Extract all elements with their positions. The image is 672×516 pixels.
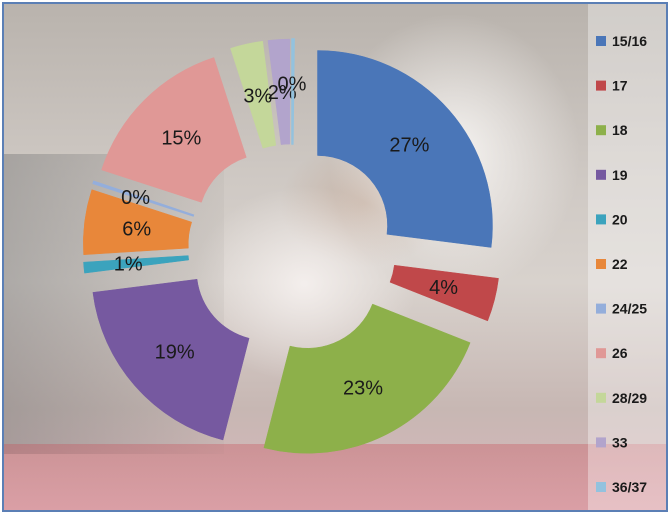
pie-slice-20 [83, 255, 189, 274]
pie-slice-33 [267, 38, 291, 145]
data-label-17: 4% [429, 277, 458, 299]
legend-swatch-26 [596, 348, 606, 359]
pie-slice-36-37 [291, 38, 295, 145]
background-photo-band [4, 444, 666, 510]
legend-swatch-20 [596, 214, 606, 225]
data-label-18: 23% [343, 377, 383, 399]
legend-swatch-24-25 [596, 303, 606, 314]
legend-label-20: 20 [612, 211, 628, 227]
legend-swatch-17 [596, 80, 606, 91]
data-label-15-16: 27% [389, 135, 429, 157]
legend-swatch-18 [596, 125, 606, 136]
legend-label-33: 33 [612, 434, 628, 450]
pie-slice-15-16 [317, 50, 493, 248]
legend-swatch-28-29 [596, 392, 606, 403]
chart-frame: 27% 4% 23% 19% 1% 6% 0% 15% 3% 2% 0% 15/16 17 18 19 20 2… [2, 2, 668, 512]
legend-swatch-36-37 [596, 482, 606, 492]
data-label-28-29: 3% [243, 85, 272, 107]
data-label-24-25: 0% [121, 187, 150, 209]
pie-slice-17 [389, 264, 499, 322]
pie-chart: 27%4%23%19%1%6%0%15%3%2%0%15/16171819202… [83, 33, 647, 495]
data-label-26: 15% [161, 127, 201, 149]
legend-swatch-33 [596, 437, 606, 448]
legend-label-22: 22 [612, 256, 628, 272]
legend-label-28-29: 28/29 [612, 390, 647, 406]
legend-label-36-37: 36/37 [612, 479, 647, 495]
data-label-19: 19% [155, 341, 195, 363]
pie-slice-18 [263, 303, 471, 454]
legend-label-17: 17 [612, 78, 628, 94]
legend-label-26: 26 [612, 345, 628, 361]
pie-slice-28-29 [230, 40, 277, 149]
data-label-36-37: 0% [278, 74, 307, 96]
data-label-33: 2% [268, 82, 297, 104]
legend-swatch-22 [596, 259, 606, 269]
legend-label-19: 19 [612, 167, 628, 183]
pie-slice-22 [83, 189, 193, 255]
pie-slice-24-25 [92, 180, 195, 217]
pie-slice-26 [101, 57, 247, 203]
legend-label-24-25: 24/25 [612, 301, 647, 317]
legend-swatch-15-16 [596, 36, 606, 46]
data-label-22: 6% [122, 218, 151, 240]
data-label-20: 1% [114, 253, 143, 275]
legend-label-15-16: 15/16 [612, 33, 647, 49]
legend-swatch-19 [596, 169, 606, 180]
legend-label-18: 18 [612, 122, 628, 138]
pie-slice-19 [92, 278, 250, 441]
